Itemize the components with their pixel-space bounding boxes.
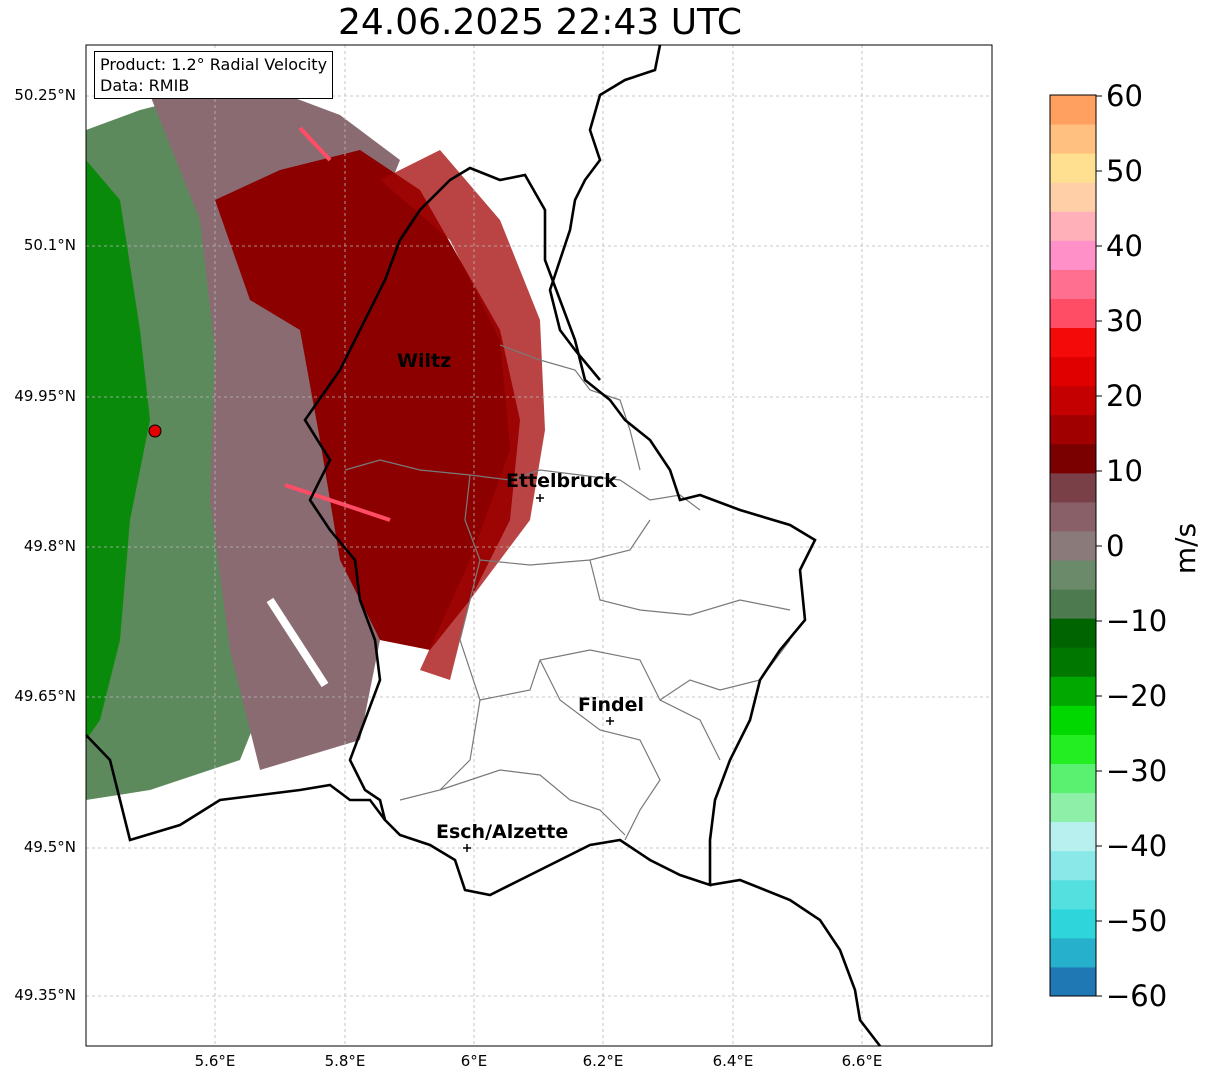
colorbar-segment bbox=[1050, 850, 1096, 881]
interference-spoke-north bbox=[298, 126, 332, 162]
germany-border bbox=[548, 44, 662, 381]
colorbar-segment bbox=[1050, 792, 1096, 823]
data-source-label: Data: RMIB bbox=[100, 76, 190, 95]
colorbar-segment bbox=[1050, 153, 1096, 183]
colorbar-segment bbox=[1050, 879, 1096, 910]
lon-tick-label: 5.6°E bbox=[194, 1052, 236, 1070]
colorbar-segment bbox=[1050, 705, 1096, 735]
colorbar-segment bbox=[1050, 385, 1096, 416]
esch-marker bbox=[463, 844, 471, 852]
district-boundaries bbox=[344, 344, 791, 841]
colorbar-segment bbox=[1050, 182, 1096, 212]
colorbar-segment bbox=[1050, 966, 1096, 997]
colorbar-tick-label: 0 bbox=[1106, 529, 1125, 563]
product-info-box: Product: 1.2° Radial Velocity Data: RMIB bbox=[94, 51, 334, 99]
colorbar-tick-label: −40 bbox=[1106, 829, 1168, 863]
colorbar bbox=[1050, 95, 1096, 997]
colorbar-tick-label: 30 bbox=[1106, 304, 1143, 338]
colorbar-segment bbox=[1050, 240, 1096, 270]
lon-tick-label: 6°E bbox=[460, 1052, 488, 1070]
lat-tick-label: 50.1°N bbox=[23, 236, 76, 254]
velocity-field-outbound-edge bbox=[380, 150, 545, 680]
colorbar-segment bbox=[1050, 269, 1096, 299]
country-borders bbox=[85, 44, 882, 1047]
colorbar-tick-label: 40 bbox=[1106, 229, 1143, 263]
colorbar-tick-label: 60 bbox=[1106, 79, 1143, 113]
interference-spoke bbox=[284, 483, 391, 522]
colorbar-segment bbox=[1050, 327, 1096, 358]
colorbar-segment bbox=[1050, 676, 1096, 706]
colorbar-segment bbox=[1050, 908, 1096, 939]
lat-tick-label: 49.65°N bbox=[14, 687, 76, 705]
colorbar-tick-label: −30 bbox=[1106, 754, 1168, 788]
colorbar-segment bbox=[1050, 298, 1096, 329]
velocity-field-strong-inbound bbox=[86, 160, 150, 740]
lon-tick-label: 6.6°E bbox=[841, 1052, 883, 1070]
colorbar-segment bbox=[1050, 763, 1096, 794]
france-belgium-border bbox=[85, 734, 387, 842]
colorbar-tick-label: 10 bbox=[1106, 454, 1143, 488]
colorbar-segment bbox=[1050, 501, 1096, 532]
lon-tick-label: 5.8°E bbox=[324, 1052, 366, 1070]
product-label: Product: 1.2° Radial Velocity bbox=[100, 55, 328, 74]
german-french-border bbox=[709, 878, 882, 1047]
lat-tick-label: 49.95°N bbox=[14, 387, 76, 405]
colorbar-tick-label: −60 bbox=[1106, 979, 1168, 1013]
colorbar-segment bbox=[1050, 589, 1096, 619]
plot-frame bbox=[85, 44, 993, 1047]
colorbar-segment bbox=[1050, 734, 1096, 764]
colorbar-segment bbox=[1050, 647, 1096, 677]
lat-tick-label: 50.25°N bbox=[14, 86, 76, 104]
radar-site-marker bbox=[148, 424, 162, 438]
lon-tick-label: 6.4°E bbox=[712, 1052, 754, 1070]
lat-tick-label: 49.8°N bbox=[23, 537, 76, 555]
colorbar-segment bbox=[1050, 95, 1096, 125]
colorbar-segment bbox=[1050, 211, 1096, 241]
colorbar-segment bbox=[1050, 618, 1096, 648]
lat-tick-label: 49.5°N bbox=[23, 838, 76, 856]
beam-blockage-gap bbox=[266, 597, 329, 688]
colorbar-unit-label: m/s bbox=[1169, 522, 1203, 575]
colorbar-segment bbox=[1050, 560, 1096, 590]
place-markers bbox=[463, 494, 614, 852]
colorbar-tick-label: 20 bbox=[1106, 379, 1143, 413]
colorbar-segment bbox=[1050, 124, 1096, 154]
colorbar-tick-label: −10 bbox=[1106, 604, 1168, 638]
colorbar-tick-label: −50 bbox=[1106, 904, 1168, 938]
colorbar-segment bbox=[1050, 356, 1096, 387]
city-label-wiltz: Wiltz bbox=[397, 350, 452, 372]
findel-marker bbox=[606, 717, 614, 725]
colorbar-segment bbox=[1050, 530, 1096, 561]
city-label-esch-alzette: Esch/Alzette bbox=[436, 821, 569, 843]
colorbar-segment bbox=[1050, 443, 1096, 474]
map-title: 24.06.2025 22:43 UTC bbox=[337, 2, 743, 43]
colorbar-tick-label: −20 bbox=[1106, 679, 1168, 713]
colorbar-ticks bbox=[1096, 95, 1102, 997]
colorbar-segment bbox=[1050, 472, 1096, 503]
ettelbruck-marker bbox=[536, 494, 544, 502]
colorbar-segment bbox=[1050, 821, 1096, 852]
lon-tick-label: 6.2°E bbox=[582, 1052, 624, 1070]
city-label-ettelbruck: Ettelbruck bbox=[506, 470, 617, 492]
colorbar-segment bbox=[1050, 414, 1096, 445]
velocity-field-outbound bbox=[215, 150, 520, 650]
lat-tick-label: 49.35°N bbox=[14, 986, 76, 1004]
city-label-findel: Findel bbox=[578, 694, 645, 716]
luxembourg-border bbox=[303, 166, 817, 897]
colorbar-tick-label: 50 bbox=[1106, 154, 1143, 188]
colorbar-segment bbox=[1050, 937, 1096, 968]
